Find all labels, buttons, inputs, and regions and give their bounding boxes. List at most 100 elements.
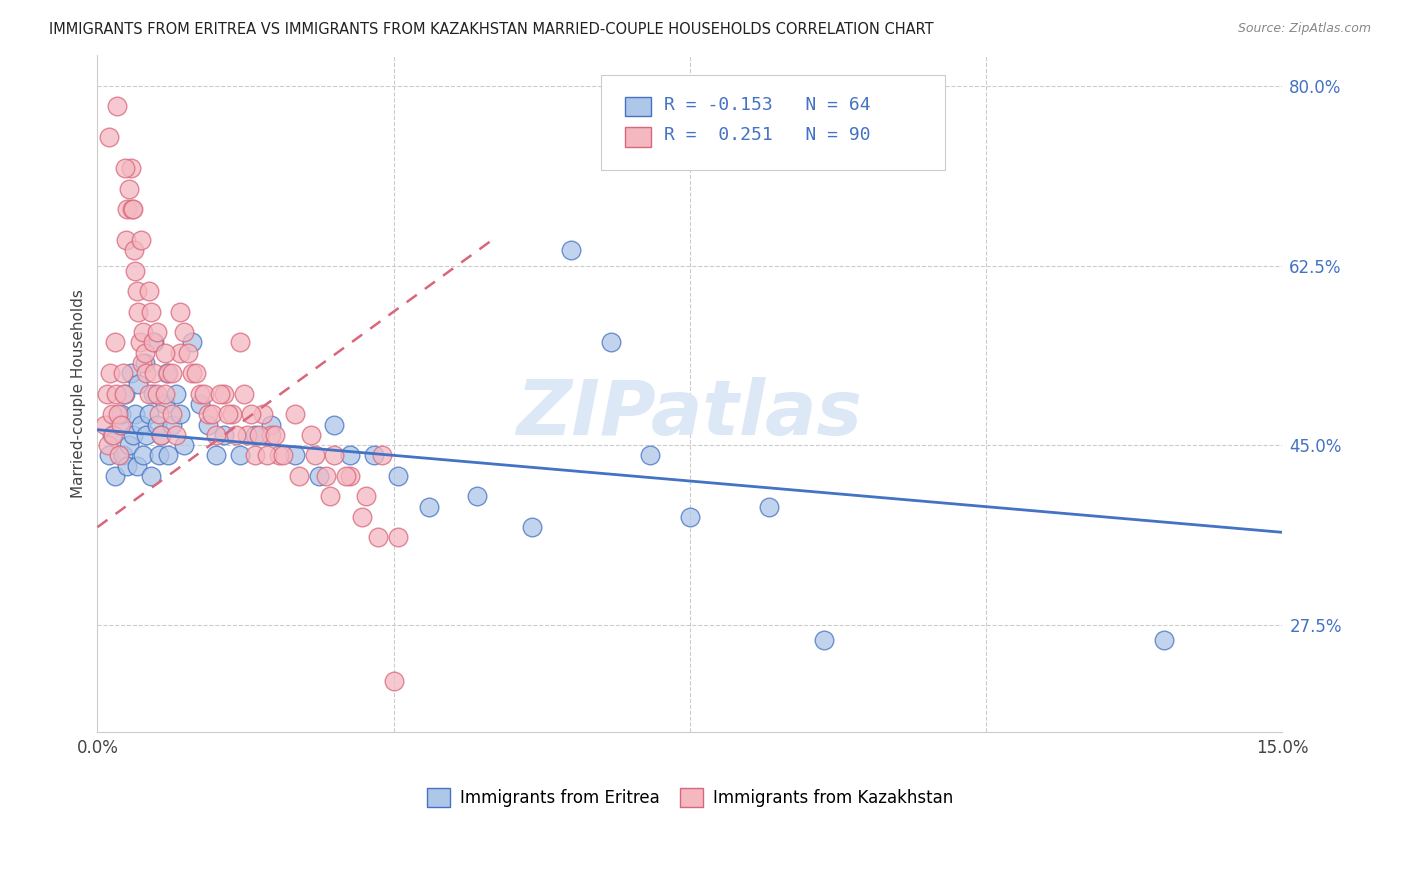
Point [188, 397, 211, 411]
Point [132, 448, 155, 462]
Point [127, 376, 149, 391]
Point [284, 448, 307, 462]
Point [247, 427, 270, 442]
Point [225, 427, 247, 442]
Text: R =  0.251   N = 90: R = 0.251 N = 90 [664, 126, 870, 145]
Point [240, 407, 263, 421]
Point [267, 448, 290, 462]
Point [114, 233, 136, 247]
Point [156, 366, 179, 380]
Point [143, 366, 166, 380]
Point [138, 284, 160, 298]
Point [188, 386, 211, 401]
Point [197, 407, 219, 421]
FancyBboxPatch shape [624, 128, 651, 146]
Point [110, 407, 132, 421]
Point [758, 500, 780, 514]
Point [162, 417, 184, 432]
Point [599, 335, 621, 350]
Point [98, 366, 121, 380]
Point [284, 407, 307, 421]
Point [148, 448, 170, 462]
Point [104, 335, 127, 350]
Point [120, 366, 142, 380]
Point [232, 386, 254, 401]
FancyBboxPatch shape [624, 96, 651, 116]
Point [135, 366, 157, 380]
Point [319, 490, 342, 504]
Point [165, 427, 187, 442]
Point [260, 427, 283, 442]
Point [97, 438, 120, 452]
Point [148, 407, 170, 421]
Point [145, 417, 167, 432]
Point [138, 407, 160, 421]
Point [367, 531, 389, 545]
Point [129, 233, 152, 247]
Point [418, 500, 440, 514]
Point [271, 448, 294, 462]
Point [256, 448, 278, 462]
Point [138, 386, 160, 401]
Point [101, 427, 124, 442]
Point [131, 356, 153, 370]
Point [112, 386, 135, 401]
Point [354, 490, 377, 504]
Text: R = -0.153   N = 64: R = -0.153 N = 64 [664, 95, 870, 113]
Point [117, 458, 139, 473]
Point [105, 99, 128, 113]
Point [134, 356, 156, 370]
Point [260, 417, 283, 432]
Point [104, 469, 127, 483]
Point [193, 386, 215, 401]
FancyBboxPatch shape [600, 76, 945, 170]
Point [335, 469, 357, 483]
Point [212, 427, 235, 442]
Point [139, 304, 162, 318]
Point [245, 427, 267, 442]
Point [304, 448, 326, 462]
Text: ZIPatlas: ZIPatlas [517, 377, 863, 451]
Point [149, 427, 172, 442]
Point [264, 427, 287, 442]
Point [111, 366, 134, 380]
Text: Source: ZipAtlas.com: Source: ZipAtlas.com [1237, 22, 1371, 36]
Point [135, 427, 157, 442]
Point [339, 448, 361, 462]
Point [153, 397, 176, 411]
Point [201, 407, 224, 421]
Point [121, 202, 143, 216]
Point [134, 345, 156, 359]
Point [143, 335, 166, 350]
Point [205, 427, 228, 442]
Point [122, 427, 145, 442]
Point [363, 448, 385, 462]
Point [98, 448, 121, 462]
Point [117, 202, 139, 216]
Point [169, 407, 191, 421]
Point [177, 345, 200, 359]
Point [96, 386, 118, 401]
Point [145, 386, 167, 401]
Point [217, 407, 239, 421]
Point [560, 243, 582, 257]
Point [132, 325, 155, 339]
Point [162, 366, 184, 380]
Y-axis label: Married-couple Households: Married-couple Households [72, 289, 86, 499]
Point [813, 633, 835, 648]
Text: IMMIGRANTS FROM ERITREA VS IMMIGRANTS FROM KAZAKHSTAN MARRIED-COUPLE HOUSEHOLDS : IMMIGRANTS FROM ERITREA VS IMMIGRANTS FR… [49, 22, 934, 37]
Point [212, 386, 235, 401]
Point [205, 448, 228, 462]
Point [142, 386, 165, 401]
Point [245, 448, 267, 462]
Legend: Immigrants from Eritrea, Immigrants from Kazakhstan: Immigrants from Eritrea, Immigrants from… [420, 781, 960, 814]
Point [139, 469, 162, 483]
Point [169, 345, 191, 359]
Point [100, 407, 122, 421]
Point [122, 202, 145, 216]
Point [125, 458, 148, 473]
Point [125, 284, 148, 298]
Point [153, 386, 176, 401]
Point [118, 438, 141, 452]
Point [387, 469, 409, 483]
